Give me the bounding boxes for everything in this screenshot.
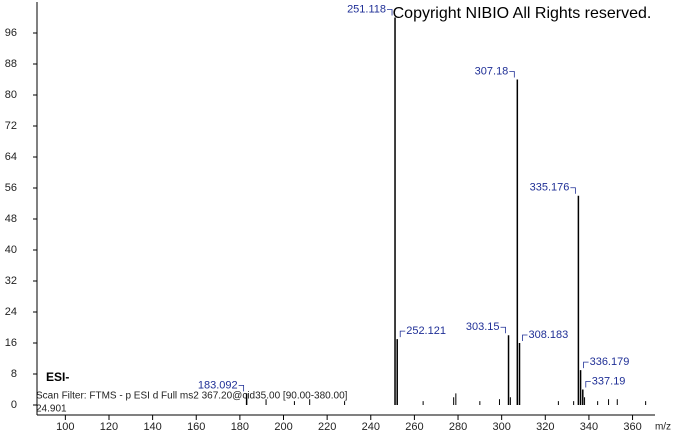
y-tick-label: 56: [5, 182, 17, 194]
x-tick-label: 320: [536, 421, 554, 433]
x-tick-label: 160: [187, 421, 205, 433]
label-bracket: [509, 71, 515, 78]
peak-label: 336.179: [590, 356, 630, 368]
y-tick-label: 96: [5, 27, 17, 39]
y-tick-label: 16: [5, 337, 17, 349]
label-bracket: [387, 9, 393, 16]
y-tick-label: 40: [5, 244, 17, 256]
y-tick-label: 80: [5, 89, 17, 101]
peak-label: 252.121: [406, 325, 446, 337]
x-tick-label: 180: [231, 421, 249, 433]
label-bracket: [585, 381, 591, 388]
y-tick-label: 48: [5, 213, 17, 225]
peak-label: 337.19: [592, 375, 626, 387]
y-tick-label: 72: [5, 120, 17, 132]
x-tick-label: 240: [362, 421, 380, 433]
x-axis-label: m/z: [655, 422, 671, 433]
x-tick-label: 260: [405, 421, 423, 433]
x-tick-label: 360: [623, 421, 641, 433]
retention-time: 24.901: [36, 404, 67, 415]
y-tick-label: 88: [5, 58, 17, 70]
watermark: Copyright NIBIO All Rights reserved.: [393, 5, 652, 22]
peak-label: 307.18: [475, 65, 509, 77]
y-tick-label: 8: [11, 368, 17, 380]
scan-filter: Scan Filter: FTMS - p ESI d Full ms2 367…: [36, 391, 348, 402]
label-bracket: [238, 384, 245, 392]
label-bracket: [583, 361, 589, 369]
peak-label: 303.15: [466, 321, 500, 333]
x-tick-label: 220: [318, 421, 336, 433]
x-tick-label: 340: [580, 421, 598, 433]
peak-label: 308.183: [529, 329, 569, 341]
label-bracket: [399, 330, 406, 338]
label-bracket: [500, 326, 506, 334]
y-tick-label: 64: [5, 151, 17, 163]
x-tick-label: 120: [100, 421, 118, 433]
ionization-label: ESI-: [46, 370, 69, 384]
label-bracket: [570, 187, 576, 194]
y-tick-label: 32: [5, 275, 17, 287]
x-tick-label: 140: [143, 421, 161, 433]
peak-label: 183.092: [198, 379, 238, 391]
x-tick-label: 300: [492, 421, 510, 433]
label-bracket: [522, 334, 528, 341]
x-tick-label: 100: [56, 421, 74, 433]
peak-label: 251.118: [347, 3, 386, 15]
x-tick-label: 280: [449, 421, 467, 433]
y-tick-label: 0: [11, 399, 17, 411]
y-tick-label: 24: [5, 306, 17, 318]
peak-label: 335.176: [530, 182, 570, 194]
x-tick-label: 200: [274, 421, 292, 433]
